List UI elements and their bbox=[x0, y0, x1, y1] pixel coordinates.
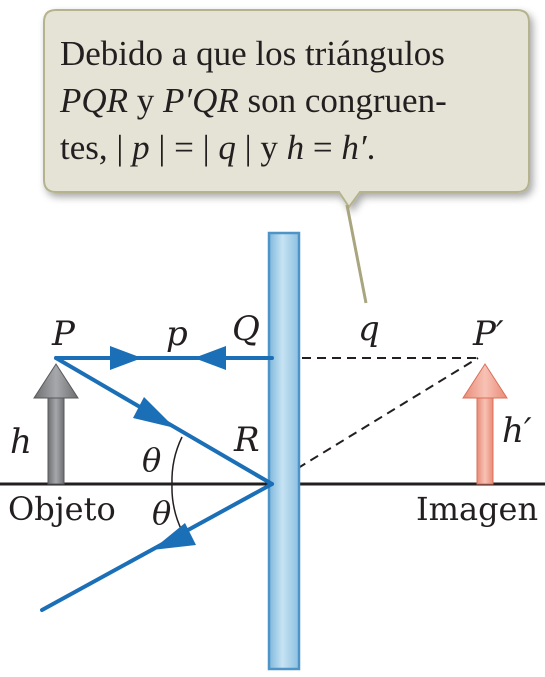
plane-mirror bbox=[267, 231, 301, 671]
callout-math-PQR: PQR bbox=[60, 81, 129, 120]
arrowhead-incident bbox=[133, 397, 175, 428]
callout-text-segment: son congruen- bbox=[238, 81, 447, 120]
callout-box bbox=[43, 9, 530, 209]
label-theta-lower: θ bbox=[152, 494, 171, 532]
callout-math-q: q bbox=[218, 128, 236, 167]
callout-math-hprime: h′ bbox=[341, 128, 367, 167]
label-R: R bbox=[233, 420, 260, 460]
label-h: h bbox=[10, 422, 32, 462]
callout-text-segment: | = | bbox=[149, 128, 219, 167]
label-P: P bbox=[51, 314, 76, 354]
callout-text-segment: . bbox=[366, 128, 376, 167]
label-q: q bbox=[358, 309, 380, 349]
label-objeto: Objeto bbox=[8, 490, 116, 528]
callout bbox=[43, 9, 530, 304]
label-imagen: Imagen bbox=[416, 490, 538, 528]
callout-text-segment: | y bbox=[235, 128, 287, 167]
callout-text-segment: Debido a que los triángulos bbox=[60, 34, 445, 73]
object-arrow bbox=[33, 363, 79, 485]
callout-text-segment: tes, | bbox=[60, 128, 133, 167]
callout-line-1: Debido a que los triángulos bbox=[60, 30, 520, 77]
angle-arc-lower bbox=[171, 483, 183, 532]
label-Q: Q bbox=[232, 309, 260, 349]
label-theta-upper: θ bbox=[142, 441, 161, 479]
virtual-ray-diagonal bbox=[271, 357, 479, 485]
label-P-prime: P′ bbox=[472, 314, 504, 354]
label-p: p bbox=[166, 314, 188, 354]
callout-pointer bbox=[345, 204, 368, 304]
callout-text: Debido a que los triángulos PQR y P′QR s… bbox=[60, 30, 520, 171]
arrowhead-right bbox=[110, 346, 142, 370]
callout-math-p: p bbox=[132, 128, 150, 167]
angle-arc-upper bbox=[171, 436, 183, 485]
image-arrow bbox=[462, 363, 508, 485]
callout-line-2: PQR y P′QR son congruen- bbox=[60, 77, 520, 124]
arrowhead-reflected bbox=[152, 523, 196, 550]
callout-math-h: h bbox=[286, 128, 305, 167]
callout-line-3: tes, | p | = | q | y h = h′. bbox=[60, 124, 520, 171]
callout-text-segment: y bbox=[128, 81, 164, 120]
callout-text-segment: = bbox=[304, 128, 342, 167]
ray-arrowheads bbox=[110, 346, 226, 550]
label-h-prime: h′ bbox=[502, 411, 532, 451]
arrowhead-left bbox=[194, 346, 226, 370]
callout-math-PprimeQR: P′QR bbox=[163, 81, 239, 120]
